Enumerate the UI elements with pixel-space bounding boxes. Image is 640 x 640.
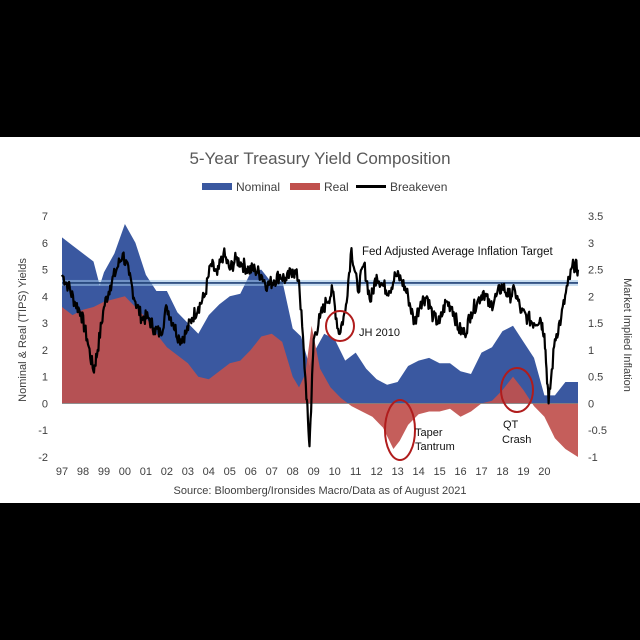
y-left-tick-label: 3 (42, 318, 48, 330)
y-right-tick-label: -1 (588, 452, 598, 464)
y-right-tick-label: 2.5 (588, 265, 603, 277)
x-tick-label: 01 (140, 466, 152, 478)
annotation-label-crash: Crash (502, 434, 531, 446)
annotation-circle-taper-tantrum (384, 399, 416, 461)
x-tick-label: 97 (56, 466, 68, 478)
x-tick-label: 09 (308, 466, 320, 478)
y-right-tick-label: 3 (588, 238, 594, 250)
y-left-tick-label: 7 (42, 211, 48, 223)
annotation-taper-tantrum: Taper Tantrum (384, 399, 455, 461)
x-tick-label: 15 (433, 466, 445, 478)
legend-swatch-nominal (202, 183, 232, 190)
y-left-tick-label: 6 (42, 238, 48, 250)
y-axis-left-label: Nominal & Real (TIPS) Yields (17, 258, 29, 402)
source-note: Source: Bloomberg/Ironsides Macro/Data a… (174, 485, 467, 497)
x-tick-label: 17 (475, 466, 487, 478)
x-tick-label: 10 (329, 466, 341, 478)
x-tick-label: 99 (98, 466, 110, 478)
legend-label-breakeven: Breakeven (390, 180, 447, 194)
y-right-tick-label: 2 (588, 291, 594, 303)
x-tick-label: 03 (182, 466, 194, 478)
x-tick-label: 16 (454, 466, 466, 478)
x-tick-label: 06 (245, 466, 257, 478)
x-tick-label: 13 (391, 466, 403, 478)
area-real (62, 296, 578, 457)
y-left-tick-label: 2 (42, 345, 48, 357)
x-tick-label: 19 (517, 466, 529, 478)
y-left-tick-label: 4 (42, 291, 48, 303)
y-left-tick-label: 0 (42, 398, 48, 410)
x-tick-label: 18 (496, 466, 508, 478)
annotation-label-qt: QT (503, 419, 519, 431)
legend-swatch-breakeven (356, 185, 386, 188)
x-tick-label: 20 (538, 466, 550, 478)
y-right-tick-label: 0 (588, 398, 594, 410)
annotation-circle-jh-2010 (325, 310, 355, 342)
annotation-circle-qt-crash (500, 367, 534, 413)
legend-label-real: Real (324, 180, 349, 194)
legend: Nominal Real Breakeven (202, 180, 447, 194)
annotation-label-jh-2010: JH 2010 (359, 327, 400, 339)
y-axis-right-label: Market Implied Inflation (621, 278, 633, 392)
y-right-tick-label: -0.5 (588, 425, 607, 437)
legend-swatch-real (290, 183, 320, 190)
y-left-tick-label: -2 (38, 452, 48, 464)
x-tick-label: 08 (287, 466, 299, 478)
annotation-label-tantrum: Tantrum (415, 441, 455, 453)
y-left-tick-label: -1 (38, 425, 48, 437)
y-right-tick-label: 1.5 (588, 318, 603, 330)
x-tick-label: 02 (161, 466, 173, 478)
x-tick-label: 12 (370, 466, 382, 478)
x-tick-label: 98 (77, 466, 89, 478)
x-tick-label: 04 (203, 466, 215, 478)
target-line-label: Fed Adjusted Average Inflation Target (362, 246, 554, 258)
y-right-tick-label: 0.5 (588, 372, 603, 384)
y-left-tick-label: 5 (42, 265, 48, 277)
chart-title: 5-Year Treasury Yield Composition (189, 149, 450, 168)
annotation-qt-crash: QT Crash (500, 367, 534, 446)
y-right-tick-label: 1 (588, 345, 594, 357)
y-right-tick-label: 3.5 (588, 211, 603, 223)
annotation-jh-2010: JH 2010 (325, 310, 400, 342)
breakeven-line (61, 247, 580, 448)
x-tick-label: 00 (119, 466, 131, 478)
y-left-tick-label: 1 (42, 372, 48, 384)
legend-label-nominal: Nominal (236, 180, 280, 194)
x-tick-label: 11 (350, 466, 361, 478)
x-tick-label: 07 (266, 466, 278, 478)
annotation-label-taper: Taper (415, 427, 443, 439)
x-tick-label: 14 (412, 466, 424, 478)
area-nominal (62, 224, 578, 404)
x-tick-label: 05 (224, 466, 236, 478)
